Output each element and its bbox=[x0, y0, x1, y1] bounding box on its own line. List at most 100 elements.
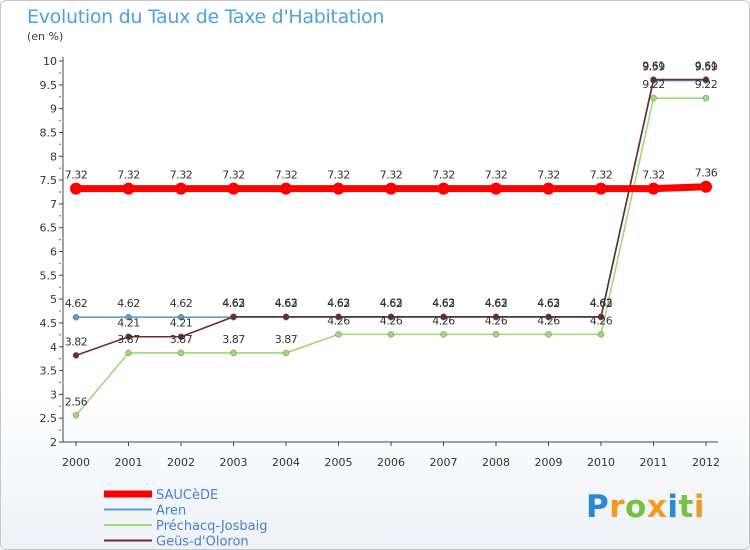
y-minor-tick bbox=[59, 143, 61, 146]
y-minor-tick bbox=[59, 191, 61, 193]
y-tick-label: 8 bbox=[50, 150, 57, 163]
y-minor-tick bbox=[59, 429, 61, 431]
data-point bbox=[542, 182, 555, 195]
y-minor-tick bbox=[59, 95, 61, 98]
data-label: 4.63 bbox=[590, 297, 613, 310]
y-minor-tick bbox=[59, 214, 61, 217]
y-tick-label: 5.5 bbox=[40, 269, 58, 282]
data-label: 4.62 bbox=[117, 297, 140, 310]
x-tick-label: 2010 bbox=[587, 456, 615, 469]
data-point bbox=[440, 313, 447, 320]
data-label: 4.63 bbox=[327, 297, 350, 310]
data-point bbox=[595, 182, 607, 195]
data-point bbox=[125, 349, 132, 357]
legend-label: Préchacq-Josbaig bbox=[156, 519, 267, 534]
y-tick-label: 9.5 bbox=[40, 79, 58, 92]
x-tick-label: 2007 bbox=[430, 456, 458, 469]
data-point bbox=[387, 313, 395, 320]
data-label: 4.26 bbox=[432, 314, 455, 327]
data-label: 4.62 bbox=[590, 297, 613, 310]
y-tick-label: 6 bbox=[50, 246, 57, 259]
y-minor-tick bbox=[59, 334, 61, 336]
chart-subtitle: (en %) bbox=[27, 30, 64, 43]
data-point bbox=[282, 313, 290, 320]
data-label: 4.63 bbox=[380, 297, 403, 310]
series-line bbox=[75, 79, 707, 319]
data-point bbox=[650, 94, 657, 102]
data-point bbox=[72, 314, 80, 321]
y-tick-label: 4.5 bbox=[40, 317, 58, 330]
data-label: 4.62 bbox=[327, 297, 350, 310]
data-point bbox=[492, 331, 500, 338]
data-point bbox=[177, 349, 185, 357]
data-point bbox=[650, 76, 657, 83]
x-tick-label: 2000 bbox=[62, 456, 90, 469]
y-tick-label: 3.5 bbox=[40, 365, 58, 378]
y-minor-tick bbox=[59, 357, 61, 360]
x-tick-label: 2006 bbox=[377, 456, 405, 469]
data-point bbox=[440, 331, 447, 338]
y-tick-label: 7.5 bbox=[40, 174, 58, 187]
data-point bbox=[175, 182, 187, 195]
data-label: 4.62 bbox=[432, 297, 455, 310]
data-label: 4.26 bbox=[590, 314, 613, 327]
data-label: 3.87 bbox=[275, 333, 298, 346]
data-label: 3.87 bbox=[170, 333, 193, 346]
data-label: 4.63 bbox=[222, 297, 245, 310]
logo-letter: r bbox=[609, 489, 626, 525]
data-point bbox=[597, 331, 605, 338]
data-label: 4.26 bbox=[485, 314, 508, 327]
data-label: 4.62 bbox=[380, 297, 403, 310]
logo-letter: i bbox=[667, 489, 679, 525]
y-tick-label: 5 bbox=[50, 293, 57, 306]
data-point bbox=[385, 182, 397, 195]
data-point bbox=[177, 333, 185, 340]
y-tick-label: 3 bbox=[50, 388, 57, 401]
y-minor-tick bbox=[59, 381, 61, 384]
data-point bbox=[332, 182, 345, 195]
data-point bbox=[72, 412, 80, 419]
data-label: 4.62 bbox=[170, 297, 193, 310]
data-point bbox=[227, 182, 240, 195]
series-line bbox=[75, 97, 707, 417]
data-label: 9.59 bbox=[695, 61, 718, 74]
x-tick-label: 2012 bbox=[692, 456, 720, 469]
data-label: 7.32 bbox=[170, 169, 193, 182]
data-label: 3.87 bbox=[222, 333, 245, 346]
y-tick-label: 8.5 bbox=[40, 126, 58, 139]
logo-letter: i bbox=[693, 489, 705, 525]
data-label: 4.63 bbox=[485, 297, 508, 310]
x-tick-label: 2002 bbox=[167, 456, 195, 469]
logo-letter: t bbox=[678, 489, 694, 525]
x-tick-label: 2009 bbox=[535, 456, 563, 469]
y-minor-tick bbox=[59, 310, 61, 312]
y-minor-tick bbox=[59, 72, 61, 74]
y-tick-label: 9 bbox=[50, 103, 57, 116]
data-label: 7.32 bbox=[65, 169, 88, 182]
chart-title: Evolution du Taux de Taxe d'Habitation bbox=[27, 6, 385, 28]
data-label: 4.63 bbox=[432, 297, 455, 310]
y-minor-tick bbox=[59, 167, 61, 169]
data-label: 9.61 bbox=[695, 60, 718, 73]
data-point bbox=[597, 313, 605, 320]
y-minor-tick bbox=[59, 405, 61, 408]
data-point bbox=[177, 314, 185, 321]
data-label: 4.62 bbox=[275, 297, 298, 310]
data-point bbox=[72, 352, 80, 359]
data-point bbox=[335, 313, 342, 320]
y-minor-tick bbox=[59, 238, 61, 241]
data-point bbox=[335, 331, 342, 338]
x-tick-label: 2011 bbox=[640, 456, 668, 469]
x-tick-label: 2004 bbox=[272, 456, 300, 469]
data-point bbox=[647, 182, 660, 195]
data-label: 4.63 bbox=[275, 297, 298, 310]
logo-letter: o bbox=[625, 489, 647, 525]
data-label: 4.26 bbox=[327, 314, 350, 327]
proxiti-logo: Proxiti bbox=[586, 489, 705, 525]
data-label: 3.87 bbox=[117, 333, 140, 346]
data-label: 4.62 bbox=[485, 297, 508, 310]
y-tick-label: 4 bbox=[50, 341, 57, 354]
data-point bbox=[280, 182, 292, 195]
y-tick-label: 2.5 bbox=[40, 412, 58, 425]
y-tick-label: 6.5 bbox=[40, 222, 58, 235]
